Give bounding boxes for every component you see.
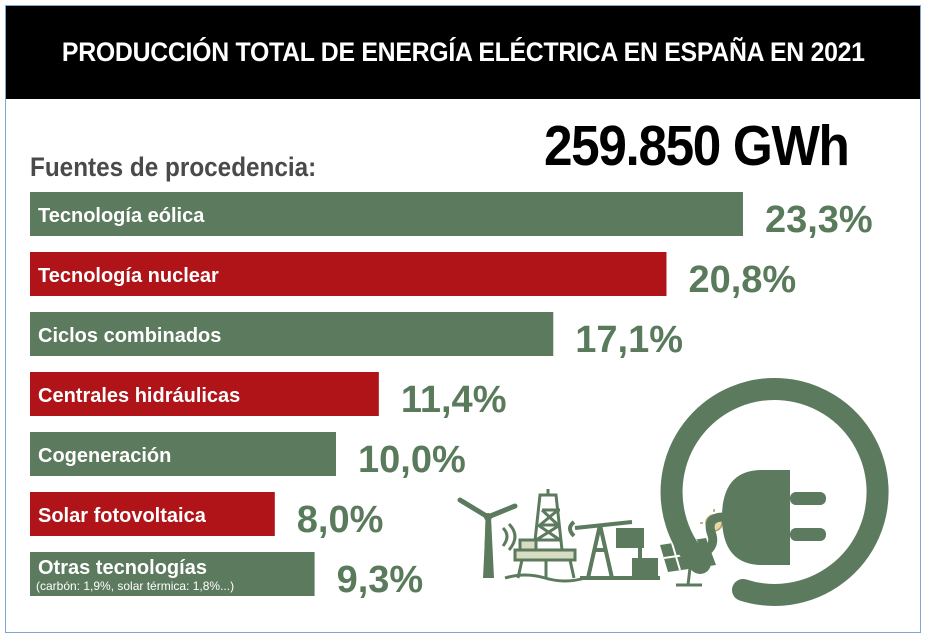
value-label-6: 8,0%	[297, 499, 384, 541]
bar-label-5: Cogeneración	[38, 445, 171, 467]
bar-label-3: Ciclos combinados	[38, 325, 221, 347]
bar-2	[30, 252, 667, 296]
value-label-7: 9,3%	[337, 559, 424, 601]
value-label-5: 10,0%	[358, 439, 466, 481]
bar-label-4: Centrales hidráulicas	[38, 385, 240, 407]
bar-label-6: Solar fotovoltaica	[38, 505, 207, 527]
value-label-1: 23,3%	[765, 199, 873, 241]
total-production: 259.850 GWh	[544, 114, 850, 178]
bar-note-7: (carbón: 1,9%, solar térmica: 1,8%...)	[36, 579, 234, 593]
wind-turbine-icon	[457, 497, 518, 578]
oil-pump-icon	[568, 520, 660, 580]
value-label-2: 20,8%	[688, 259, 796, 301]
oil-platform-icon	[504, 489, 586, 583]
bar-6	[30, 492, 275, 536]
bar-3	[30, 312, 554, 356]
subtitle: Fuentes de procedencia:	[30, 152, 317, 182]
value-label-4: 11,4%	[401, 379, 507, 421]
value-label-3: 17,1%	[575, 319, 683, 361]
bar-4	[30, 372, 379, 416]
bar-label-1: Tecnología eólica	[38, 205, 205, 227]
chart-title: PRODUCCIÓN TOTAL DE ENERGÍA ELÉCTRICA EN…	[61, 37, 865, 67]
bar-label-2: Tecnología nuclear	[38, 265, 219, 287]
header-bar: PRODUCCIÓN TOTAL DE ENERGÍA ELÉCTRICA EN…	[6, 6, 920, 99]
electric-plug-icon	[660, 378, 889, 606]
bars-group: Tecnología eólica 23,3% Tecnología nuclear…	[30, 192, 873, 601]
bar-7	[30, 552, 315, 596]
bar-label-7: Otras tecnologías	[38, 557, 207, 579]
bar-5	[30, 432, 336, 476]
bar-1	[30, 192, 743, 236]
